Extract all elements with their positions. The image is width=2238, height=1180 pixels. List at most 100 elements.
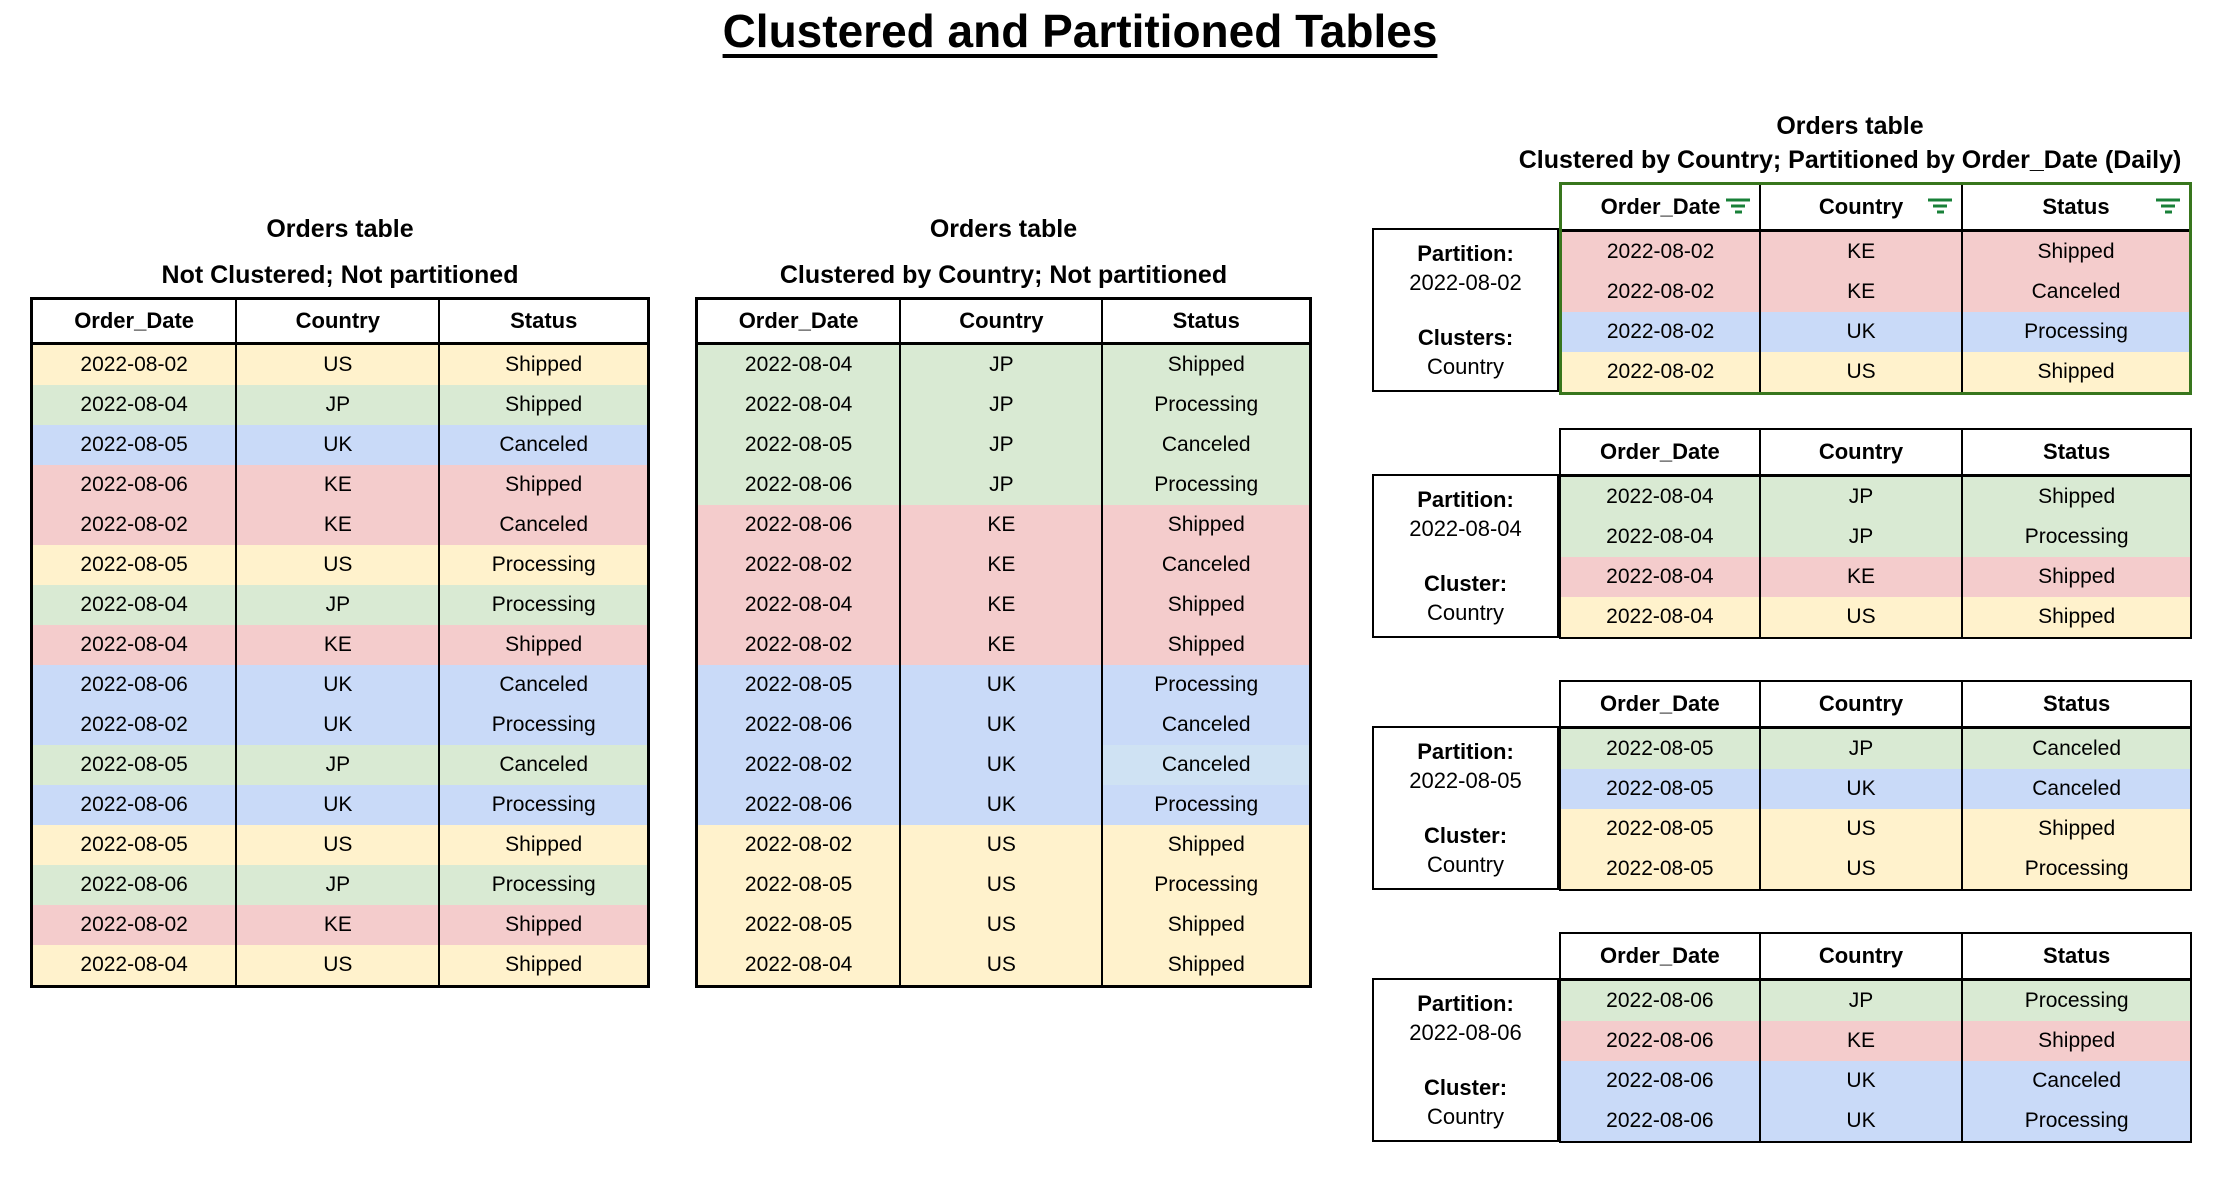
column-header-status: Status — [1101, 300, 1309, 345]
cell-country: UK — [235, 785, 440, 825]
cell-status: Processing — [438, 705, 647, 745]
cell-order-date: 2022-08-04 — [1561, 475, 1760, 517]
cell-order-date: 2022-08-05 — [33, 425, 237, 465]
table-row: 2022-08-06 UK Canceled — [33, 665, 647, 705]
cell-status: Canceled — [1101, 745, 1309, 785]
cell-status: Processing — [1101, 465, 1309, 505]
table-row: 2022-08-05 JP Canceled — [33, 745, 647, 785]
filter-icon[interactable] — [1726, 198, 1751, 216]
column-header-label: Status — [2042, 194, 2110, 219]
cell-country: KE — [1758, 557, 1963, 597]
table-row: 2022-08-05 US Processing — [1561, 849, 2190, 889]
header-row: Order_Date Country Status — [1561, 934, 2190, 981]
cell-country: UK — [899, 745, 1103, 785]
column-header-country: Country — [1758, 430, 1963, 477]
cell-country: UK — [1758, 1061, 1963, 1101]
cell-status: Canceled — [1101, 425, 1309, 465]
table-row: 2022-08-02 KE Canceled — [698, 545, 1309, 585]
table-row: 2022-08-05 US Shipped — [698, 905, 1309, 945]
cell-status: Shipped — [1961, 475, 2190, 517]
cell-country: US — [899, 825, 1103, 865]
column-header-order-date: Order_Date — [33, 300, 237, 345]
partition-label-box: Partition: 2022-08-04 Cluster: Country — [1372, 474, 1559, 638]
cell-status: Processing — [1961, 979, 2190, 1021]
cell-order-date: 2022-08-05 — [698, 425, 901, 465]
table-row: 2022-08-02 UK Processing — [33, 705, 647, 745]
header-row: Order_Date Country Status — [1561, 430, 2190, 477]
table-row: 2022-08-05 UK Canceled — [1561, 769, 2190, 809]
table-row: 2022-08-04 JP Shipped — [33, 385, 647, 425]
column-header-order-date: Order_Date — [698, 300, 901, 345]
page-title: Clustered and Partitioned Tables — [722, 5, 1438, 57]
cell-status: Canceled — [1961, 272, 2189, 312]
cell-country: UK — [1758, 1101, 1963, 1141]
cell-country: KE — [235, 465, 440, 505]
cell-country: JP — [899, 385, 1103, 425]
partition-title: Partition: — [1417, 739, 1514, 764]
cell-status: Shipped — [1101, 945, 1309, 985]
cell-order-date: 2022-08-04 — [1561, 517, 1760, 557]
table-row: 2022-08-05 JP Canceled — [1561, 727, 2190, 769]
partition-group-2022-08-06: Partition: 2022-08-06 Cluster: Country O… — [1372, 932, 2194, 1143]
cell-status: Canceled — [438, 425, 647, 465]
cell-order-date: 2022-08-06 — [1561, 1061, 1760, 1101]
table-row: 2022-08-02 US Shipped — [33, 343, 647, 385]
cell-country: KE — [235, 505, 440, 545]
cell-status: Canceled — [438, 665, 647, 705]
cell-country: US — [235, 545, 440, 585]
partition-title: Partition: — [1417, 991, 1514, 1016]
partition-label-block: Partition: 2022-08-04 — [1374, 485, 1557, 543]
cluster-value: Country — [1426, 852, 1505, 877]
cell-status: Shipped — [438, 465, 647, 505]
cell-country: US — [899, 945, 1103, 985]
column-header-order-date: Order_Date — [1561, 934, 1760, 981]
cell-status: Processing — [1101, 865, 1309, 905]
cell-order-date: 2022-08-06 — [1561, 1101, 1760, 1141]
cell-order-date: 2022-08-06 — [698, 505, 901, 545]
cell-country: UK — [899, 665, 1103, 705]
table-row: 2022-08-06 UK Processing — [698, 785, 1309, 825]
cell-order-date: 2022-08-02 — [33, 905, 237, 945]
table-row: 2022-08-06 JP Processing — [1561, 979, 2190, 1021]
cell-order-date: 2022-08-05 — [1561, 727, 1760, 769]
cell-order-date: 2022-08-04 — [33, 625, 237, 665]
cluster-value: Country — [1426, 1104, 1505, 1129]
cell-country: KE — [1759, 272, 1963, 312]
cell-status: Processing — [1961, 517, 2190, 557]
partition-group-2022-08-04: Partition: 2022-08-04 Cluster: Country O… — [1372, 428, 2194, 639]
cell-country: US — [1758, 597, 1963, 637]
cell-country: US — [1759, 352, 1963, 392]
table-row: 2022-08-06 JP Processing — [33, 865, 647, 905]
cell-country: JP — [1758, 727, 1963, 769]
cell-order-date: 2022-08-04 — [698, 385, 901, 425]
cell-order-date: 2022-08-06 — [33, 665, 237, 705]
cell-status: Processing — [438, 865, 647, 905]
table-row: 2022-08-04 US Shipped — [1561, 597, 2190, 637]
cell-status: Shipped — [1961, 557, 2190, 597]
partition-date: 2022-08-04 — [1409, 516, 1522, 541]
cell-order-date: 2022-08-04 — [33, 585, 237, 625]
cell-status: Shipped — [1961, 1021, 2190, 1061]
cluster-title: Cluster: — [1423, 823, 1508, 848]
cell-order-date: 2022-08-04 — [698, 343, 901, 385]
table-row: 2022-08-06 UK Canceled — [1561, 1061, 2190, 1101]
partition-group-2022-08-05: Partition: 2022-08-05 Cluster: Country O… — [1372, 680, 2194, 891]
cell-order-date: 2022-08-06 — [33, 465, 237, 505]
group-subtitle: Not Clustered; Not partitioned — [161, 261, 519, 289]
filter-icon[interactable] — [2156, 198, 2180, 216]
table-row: 2022-08-04 JP Processing — [1561, 517, 2190, 557]
table-row: 2022-08-06 JP Processing — [698, 465, 1309, 505]
cell-country: UK — [899, 785, 1103, 825]
cell-status: Canceled — [1961, 727, 2190, 769]
cell-order-date: 2022-08-04 — [698, 945, 901, 985]
cell-country: JP — [1758, 475, 1963, 517]
cluster-label-block: Clusters: Country — [1374, 323, 1557, 381]
cell-order-date: 2022-08-02 — [1562, 272, 1761, 312]
cell-status: Shipped — [438, 945, 647, 985]
column-header-status: Status — [1961, 682, 2190, 729]
filter-icon[interactable] — [1928, 198, 1953, 216]
cell-status: Shipped — [438, 825, 647, 865]
cell-status: Processing — [438, 585, 647, 625]
cell-country: KE — [1758, 1021, 1963, 1061]
